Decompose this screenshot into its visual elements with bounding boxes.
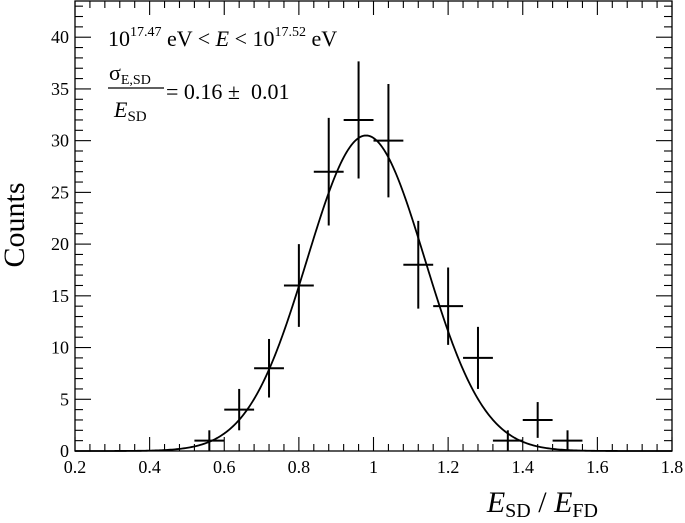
y-tick-label: 25 bbox=[51, 182, 69, 202]
data-point bbox=[433, 267, 464, 345]
x-tick-label: 0.6 bbox=[213, 457, 236, 477]
data-point bbox=[522, 402, 553, 438]
x-tick-label: 0.4 bbox=[138, 457, 161, 477]
y-tick-label: 20 bbox=[51, 234, 69, 254]
fit-curve-group bbox=[75, 134, 672, 452]
energy-mid: eV < bbox=[162, 26, 216, 51]
energy-exp1: 17.47 bbox=[130, 25, 162, 40]
x-tick-label: 1.6 bbox=[586, 457, 609, 477]
energy-range-annotation: 1017.47 eV < E < 1017.52 eV bbox=[108, 25, 337, 51]
resolution-denominator: ESD bbox=[113, 97, 147, 125]
x-tick-labels: 0.2 0.4 0.6 0.8 1 1.2 1.4 1.6 1.8 bbox=[64, 457, 684, 477]
x-axis-label: ESD / EFD bbox=[486, 486, 598, 522]
y-tick-labels: 0 5 10 15 20 25 30 35 40 bbox=[51, 27, 69, 461]
denominator-symbol: E bbox=[113, 97, 128, 122]
energy-unit: eV bbox=[306, 26, 337, 51]
data-point bbox=[552, 430, 583, 451]
energy-base2: 10 bbox=[253, 26, 275, 51]
data-point bbox=[373, 83, 404, 198]
y-tick-label: 15 bbox=[51, 286, 69, 306]
x-label-sub1: SD bbox=[505, 500, 531, 522]
energy-exp2: 17.52 bbox=[275, 25, 307, 40]
denominator-sub: SD bbox=[127, 109, 146, 125]
x-tick-label: 1.4 bbox=[512, 457, 535, 477]
resolution-annotation: σE,SD ESD = 0.16 ± 0.01 bbox=[108, 60, 289, 125]
numerator-symbol: σ bbox=[109, 60, 121, 85]
x-tick-label: 0.2 bbox=[64, 457, 87, 477]
energy-lt: < bbox=[229, 26, 252, 51]
data-point bbox=[313, 117, 344, 226]
x-label-var1: E bbox=[486, 486, 505, 519]
numerator-sub: E,SD bbox=[121, 73, 151, 88]
data-point bbox=[224, 388, 255, 431]
data-point bbox=[492, 430, 523, 451]
y-tick-label: 35 bbox=[51, 79, 69, 99]
x-tick-label: 1.2 bbox=[437, 457, 460, 477]
energy-base1: 10 bbox=[108, 26, 130, 51]
data-point bbox=[254, 338, 284, 398]
energy-var: E bbox=[215, 26, 230, 51]
y-tick-label: 0 bbox=[60, 441, 69, 461]
data-point bbox=[283, 244, 314, 327]
y-axis-label: Counts bbox=[0, 182, 31, 267]
resolution-value: = 0.16 ± 0.01 bbox=[166, 79, 289, 104]
x-label-sub2: FD bbox=[572, 500, 598, 522]
x-tick-label: 0.8 bbox=[288, 457, 311, 477]
data-point bbox=[343, 61, 374, 179]
plot-frame bbox=[74, 0, 673, 452]
x-tick-label: 1 bbox=[369, 457, 378, 477]
y-tick-label: 40 bbox=[51, 27, 69, 47]
resolution-numerator: σE,SD bbox=[109, 60, 151, 88]
axis-ticks bbox=[74, 1, 673, 452]
y-tick-label: 30 bbox=[51, 131, 69, 151]
data-point bbox=[194, 430, 225, 451]
x-tick-label: 1.8 bbox=[661, 457, 684, 477]
y-tick-label: 10 bbox=[51, 338, 69, 358]
data-point bbox=[463, 326, 493, 389]
data-point bbox=[403, 220, 434, 309]
data-points bbox=[194, 61, 583, 451]
y-tick-label: 5 bbox=[60, 389, 69, 409]
gaussian-fit-curve bbox=[75, 134, 672, 452]
x-label-sep: / bbox=[531, 486, 554, 519]
x-label-var2: E bbox=[553, 486, 572, 519]
